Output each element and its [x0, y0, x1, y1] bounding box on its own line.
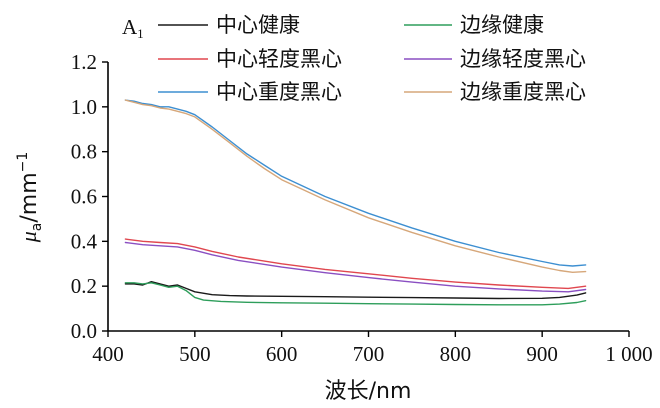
- y-tick-label: 0.0: [71, 319, 97, 343]
- x-tick-label: 900: [526, 342, 558, 366]
- x-axis-title: 波长/nm: [325, 379, 412, 404]
- y-ticks: 0.0 0.2 0.4 0.6 0.8 1.0 1.2: [71, 50, 108, 343]
- series-line-5: [124, 99, 587, 267]
- y-tick-label: 0.4: [71, 229, 98, 253]
- y-tick-label: 0.6: [71, 185, 97, 209]
- series-line-2: [124, 282, 587, 306]
- y-tick-label: 1.0: [71, 95, 97, 119]
- x-tick-label: 400: [92, 342, 124, 366]
- legend-entry: 边缘轻度黑心: [460, 47, 586, 71]
- x-tick-label: 1 000: [605, 342, 652, 366]
- y-tick-label: 1.2: [71, 50, 97, 74]
- legend-entry: 中心轻度黑心: [216, 47, 342, 71]
- series-line-4: [124, 241, 587, 293]
- series-line-6: [124, 99, 587, 273]
- x-tick-label: 700: [353, 342, 385, 366]
- y-tick-label: 0.8: [71, 140, 97, 164]
- legend-entry: 中心重度黑心: [216, 80, 342, 104]
- y-tick-label: 0.2: [71, 274, 97, 298]
- legend-entry: 边缘健康: [460, 13, 544, 37]
- panel-label: A1: [122, 15, 144, 41]
- y-axis-title: μa/mm−1: [15, 152, 45, 244]
- legend-entry: 中心健康: [216, 13, 300, 37]
- legend-entry: 边缘重度黑心: [460, 80, 586, 104]
- series-line-3: [124, 238, 587, 290]
- x-tick-label: 500: [179, 342, 211, 366]
- x-tick-label: 800: [440, 342, 472, 366]
- x-ticks: 400 500 600 700 800 900 1 000: [92, 331, 653, 366]
- series-lines: [124, 99, 587, 306]
- x-tick-label: 600: [266, 342, 298, 366]
- series-line-1: [124, 281, 587, 300]
